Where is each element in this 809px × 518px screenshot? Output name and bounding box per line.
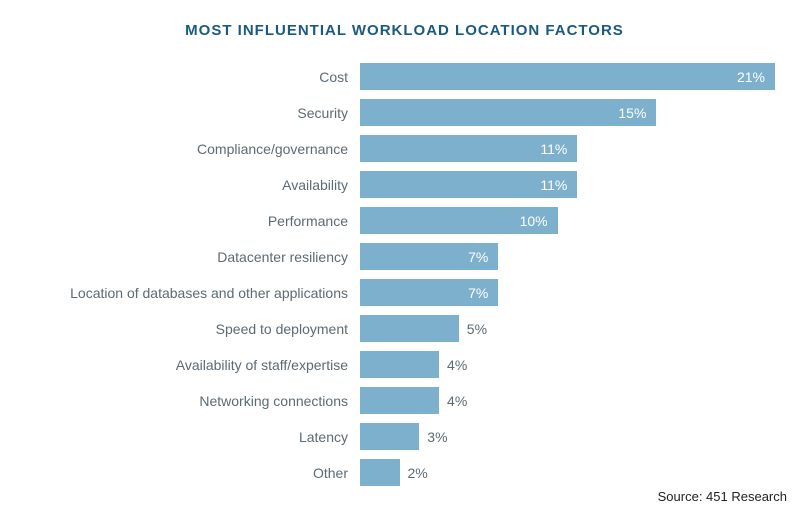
- bar-area: 15%: [360, 99, 779, 126]
- bar: 15%: [360, 99, 656, 126]
- bar-value: 11%: [540, 177, 567, 193]
- bar-area: 11%: [360, 171, 779, 198]
- bar: 7%: [360, 279, 498, 306]
- chart-row: Performance 10%: [30, 207, 779, 234]
- bar-value: 7%: [468, 249, 488, 265]
- bar: [360, 387, 439, 414]
- chart-row: Availability 11%: [30, 171, 779, 198]
- chart-row: Networking connections 4%: [30, 387, 779, 414]
- chart-row: Security 15%: [30, 99, 779, 126]
- bar-area: 2%: [360, 459, 779, 486]
- bar: 10%: [360, 207, 558, 234]
- chart-row: Latency 3%: [30, 423, 779, 450]
- bar-value: 11%: [540, 141, 567, 157]
- bar-value: 21%: [737, 69, 765, 85]
- chart-row: Location of databases and other applicat…: [30, 279, 779, 306]
- chart-row: Other 2%: [30, 459, 779, 486]
- bar-label: Other: [30, 465, 360, 481]
- chart-title: MOST INFLUENTIAL WORKLOAD LOCATION FACTO…: [30, 22, 779, 39]
- chart-row: Availability of staff/expertise 4%: [30, 351, 779, 378]
- bar-label: Latency: [30, 429, 360, 445]
- chart-row: Speed to deployment 5%: [30, 315, 779, 342]
- bar-value: 7%: [468, 285, 488, 301]
- bar-value: 3%: [427, 429, 447, 445]
- bar-label: Datacenter resiliency: [30, 249, 360, 265]
- bar: [360, 459, 400, 486]
- bar-label: Availability: [30, 177, 360, 193]
- bar: 11%: [360, 171, 577, 198]
- bar: 7%: [360, 243, 498, 270]
- chart-row: Datacenter resiliency 7%: [30, 243, 779, 270]
- bar-area: 21%: [360, 63, 779, 90]
- bar-label: Performance: [30, 213, 360, 229]
- bar-area: 7%: [360, 243, 779, 270]
- bar-label: Cost: [30, 69, 360, 85]
- bar-area: 3%: [360, 423, 779, 450]
- bar-area: 7%: [360, 279, 779, 306]
- bar-area: 4%: [360, 351, 779, 378]
- bar-value: 15%: [618, 105, 646, 121]
- bar-value: 2%: [408, 465, 428, 481]
- bar: 21%: [360, 63, 775, 90]
- bar-label: Location of databases and other applicat…: [30, 285, 360, 301]
- bar-label: Availability of staff/expertise: [30, 357, 360, 373]
- bar: 11%: [360, 135, 577, 162]
- bar: [360, 351, 439, 378]
- bar-area: 10%: [360, 207, 779, 234]
- bar-label: Security: [30, 105, 360, 121]
- chart-row: Cost 21%: [30, 63, 779, 90]
- bar-area: 4%: [360, 387, 779, 414]
- bar-area: 5%: [360, 315, 779, 342]
- source-attribution: Source: 451 Research: [658, 489, 787, 504]
- bar-label: Networking connections: [30, 393, 360, 409]
- bar: [360, 315, 459, 342]
- bar-value: 4%: [447, 357, 467, 373]
- bar-value: 5%: [467, 321, 487, 337]
- bar-value: 10%: [520, 213, 548, 229]
- bar-label: Compliance/governance: [30, 141, 360, 157]
- bar-label: Speed to deployment: [30, 321, 360, 337]
- bar-area: 11%: [360, 135, 779, 162]
- chart-row: Compliance/governance 11%: [30, 135, 779, 162]
- bar: [360, 423, 419, 450]
- bar-value: 4%: [447, 393, 467, 409]
- bar-chart: Cost 21% Security 15% Compliance/governance 1…: [30, 63, 779, 486]
